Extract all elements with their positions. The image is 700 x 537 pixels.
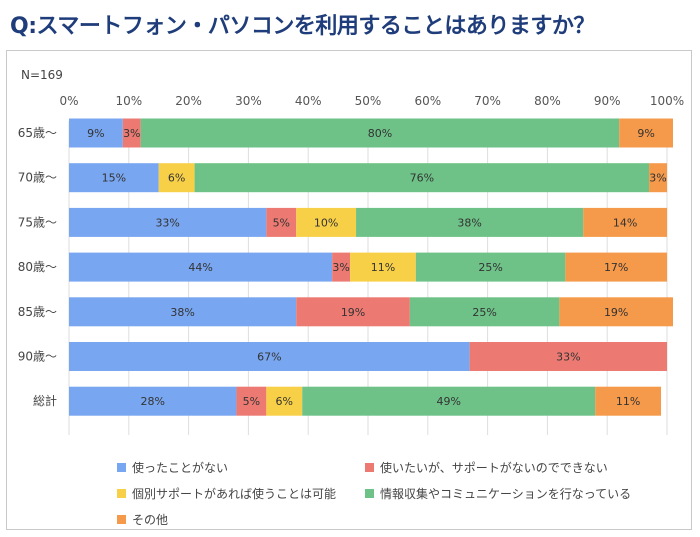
legend-item: 個別サポートがあれば使うことは可能: [117, 485, 336, 502]
data-label: 6%: [276, 395, 293, 408]
data-label: 5%: [243, 395, 260, 408]
x-tick-label: 60%: [414, 94, 441, 108]
x-tick-label: 40%: [295, 94, 322, 108]
bar-segment: [332, 252, 351, 282]
bar-segment: [69, 252, 333, 282]
data-label: 6%: [168, 172, 185, 185]
sample-size-label: N=169: [21, 68, 63, 82]
legend-item: 使いたいが、サポートがないのでできない: [365, 459, 608, 476]
x-tick-label: 90%: [594, 94, 621, 108]
data-label: 3%: [332, 261, 349, 274]
legend-label: 情報収集やコミュニケーションを行なっている: [380, 487, 632, 501]
bar-segment: [415, 252, 566, 282]
data-label: 3%: [649, 172, 666, 185]
bar-segment: [140, 118, 620, 148]
bar-segment: [69, 118, 123, 148]
bar-segment: [565, 252, 667, 282]
category-label: 90歳〜: [18, 350, 57, 364]
data-label: 9%: [87, 127, 104, 140]
data-label: 33%: [556, 351, 580, 364]
data-label: 38%: [170, 306, 194, 319]
category-label: 総計: [33, 393, 57, 408]
x-tick-label: 30%: [235, 94, 262, 108]
category-label: 75歳〜: [18, 215, 57, 229]
bar-segment: [559, 297, 673, 327]
bar-segment: [583, 207, 667, 237]
x-tick-label: 0%: [59, 94, 78, 108]
data-label: 19%: [604, 306, 628, 319]
data-label: 17%: [604, 261, 628, 274]
legend-item: 情報収集やコミュニケーションを行なっている: [365, 485, 631, 502]
x-tick-label: 70%: [474, 94, 501, 108]
bar-segment: [409, 297, 560, 327]
x-tick-label: 100%: [650, 94, 684, 108]
bar-segment: [266, 207, 297, 237]
legend-label: 使いたいが、サポートがないのでできない: [380, 461, 608, 475]
data-label: 76%: [410, 172, 434, 185]
data-label: 14%: [613, 216, 637, 229]
data-label: 15%: [102, 172, 126, 185]
x-tick-label: 10%: [115, 94, 142, 108]
bar-segment: [69, 163, 159, 193]
data-label: 28%: [140, 395, 164, 408]
bar-segment: [296, 207, 357, 237]
legend-label: 個別サポートがあれば使うことは可能: [132, 487, 337, 501]
legend-label: その他: [132, 513, 169, 527]
bar-segment: [302, 386, 596, 416]
x-tick-label: 20%: [175, 94, 202, 108]
stacked-bar-chart: 0% 10% 20% 30% 40% 50% 60% 70% 80% 90% 100% 65歳〜 9% 3…: [18, 94, 684, 435]
legend-item: その他: [117, 511, 168, 528]
category-label: 65歳〜: [18, 126, 57, 140]
bar-segment: [266, 386, 303, 416]
legend-label: 使ったことがない: [132, 461, 229, 475]
data-label: 5%: [273, 216, 290, 229]
chart-title: Q:スマートフォン・パソコンを利用することはありますか？: [10, 14, 595, 39]
bar-segment: [236, 386, 267, 416]
data-label: 38%: [457, 216, 481, 229]
bar-segment: [69, 297, 297, 327]
bar-segment: [356, 207, 584, 237]
bar-segment: [158, 163, 195, 193]
data-label: 19%: [341, 306, 365, 319]
data-label: 10%: [314, 216, 338, 229]
legend-item: 使ったことがない: [117, 459, 228, 476]
bar-segment: [69, 386, 237, 416]
data-label: 9%: [637, 127, 654, 140]
data-label: 25%: [478, 261, 502, 274]
data-label: 11%: [371, 261, 395, 274]
data-label: 44%: [188, 261, 212, 274]
data-label: 25%: [472, 306, 496, 319]
x-tick-label: 50%: [355, 94, 382, 108]
bar-segment: [649, 163, 667, 193]
bar-segment: [350, 252, 416, 282]
data-label: 33%: [155, 216, 179, 229]
category-label: 70歳〜: [18, 171, 57, 185]
bar-segment: [469, 342, 667, 371]
data-label: 80%: [368, 127, 392, 140]
bar-segment: [194, 163, 650, 193]
chart-frame: N=169 0% 10% 20% 30% 40% 50% 60% 70% 80% 90% 100% 6…: [6, 50, 692, 530]
bar-segment: [69, 342, 470, 371]
legend-swatch: [117, 463, 126, 472]
bar-segment: [595, 386, 662, 416]
x-tick-label: 80%: [534, 94, 561, 108]
data-label: 49%: [437, 395, 461, 408]
data-label: 67%: [257, 351, 281, 364]
category-label: 80歳〜: [18, 260, 57, 274]
data-label: 11%: [616, 395, 640, 408]
legend-swatch: [365, 463, 374, 472]
legend-swatch: [117, 489, 126, 498]
legend-swatch: [117, 515, 126, 524]
legend-swatch: [365, 489, 374, 498]
category-label: 85歳〜: [18, 305, 57, 319]
data-label: 3%: [123, 127, 140, 140]
bar-segment: [619, 118, 673, 148]
bar-segment: [122, 118, 141, 148]
bar-segment: [69, 207, 267, 237]
bar-segment: [296, 297, 410, 327]
